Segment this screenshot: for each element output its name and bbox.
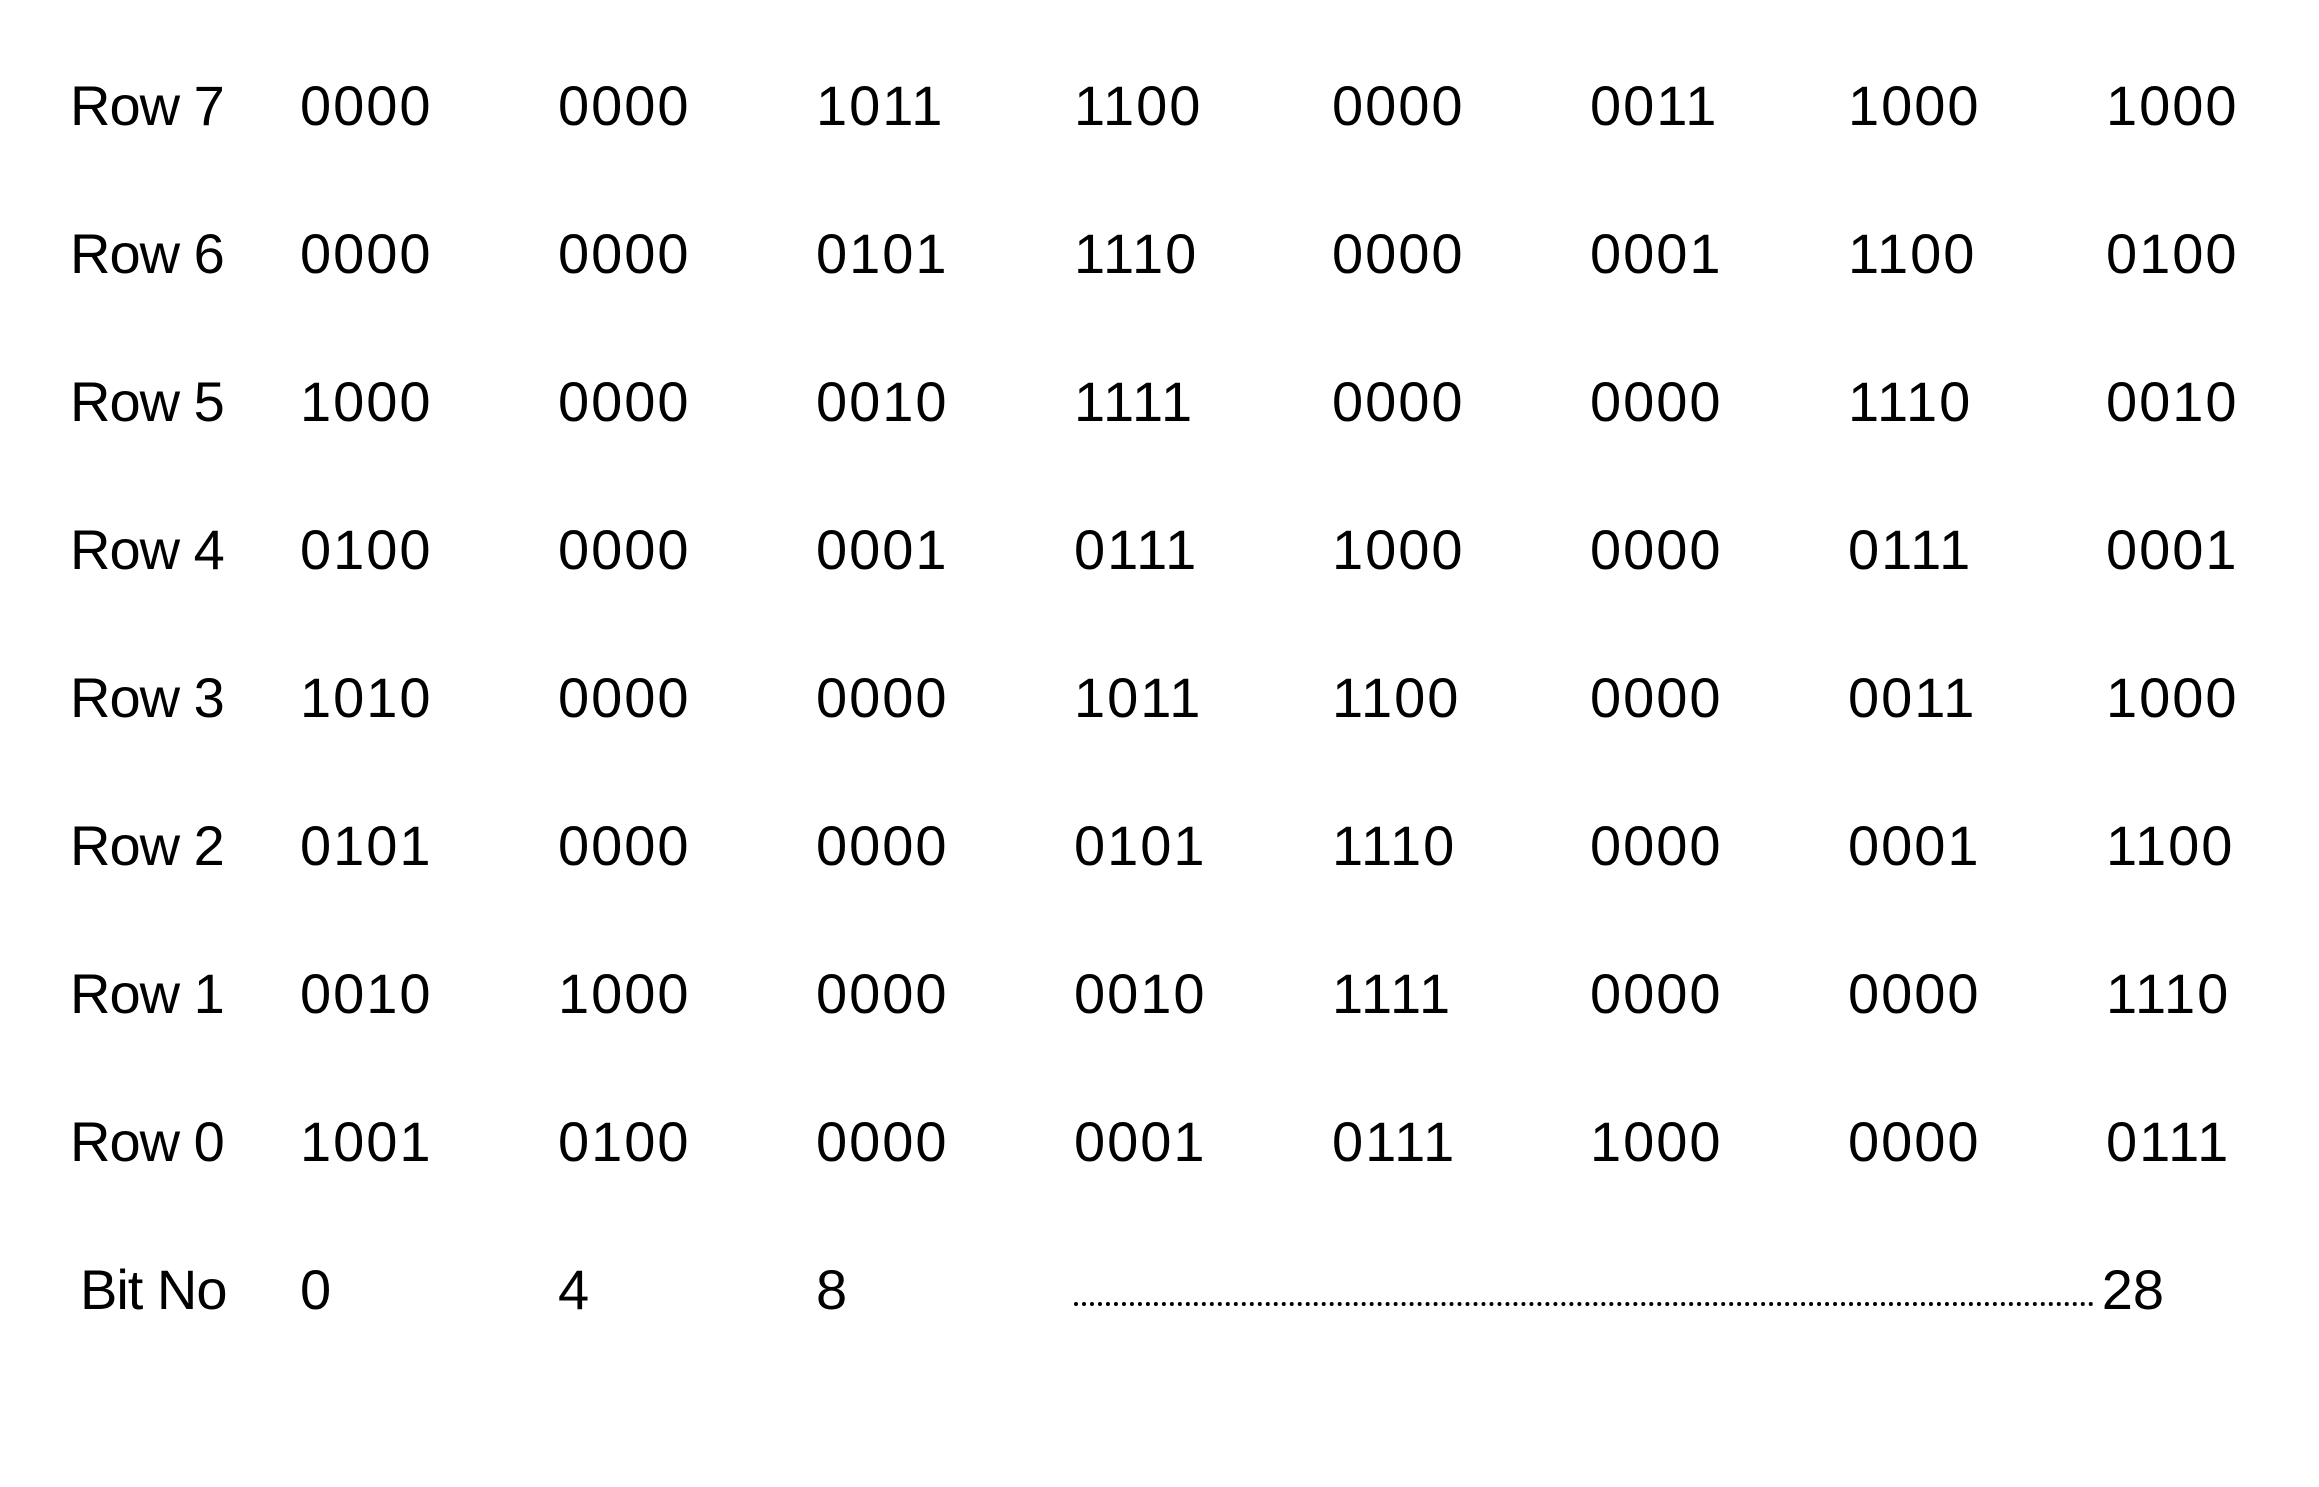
table-cell: 1100	[1332, 670, 1590, 818]
table-cell: 0001	[816, 522, 1074, 670]
bitno-value: 4	[558, 1262, 816, 1318]
bitno-value: 8	[816, 1262, 1074, 1318]
table-cell: 1100	[1074, 78, 1332, 226]
table-cell: 1110	[1848, 374, 2106, 522]
row-label: Row 7	[60, 78, 300, 226]
bitno-label: Bit No	[60, 1262, 300, 1318]
table-cell: 0111	[1074, 522, 1332, 670]
table-cell: 0000	[558, 818, 816, 966]
table-cell: 0000	[300, 78, 558, 226]
table-cell: 1010	[300, 670, 558, 818]
table-cell: 0000	[558, 522, 816, 670]
table-cell: 0000	[1590, 374, 1848, 522]
bitno-ellipsis: 28	[1074, 1262, 2319, 1318]
row-label: Row 3	[60, 670, 300, 818]
table-cell: 0000	[1848, 1114, 2106, 1262]
dots-line	[1074, 1302, 2094, 1306]
table-cell: 0000	[1590, 670, 1848, 818]
table-cell: 0011	[1848, 670, 2106, 818]
table-cell: 0010	[816, 374, 1074, 522]
table-cell: 0000	[1590, 966, 1848, 1114]
table-cell: 0000	[816, 818, 1074, 966]
table-cell: 0010	[2106, 374, 2319, 522]
row-label: Row 4	[60, 522, 300, 670]
table-cell: 0011	[1590, 78, 1848, 226]
table-cell: 0000	[1332, 374, 1590, 522]
table-cell: 0100	[2106, 226, 2319, 374]
table-cell: 0000	[816, 966, 1074, 1114]
table-cell: 0100	[300, 522, 558, 670]
table-cell: 0010	[300, 966, 558, 1114]
table-cell: 0001	[2106, 522, 2319, 670]
table-cell: 1001	[300, 1114, 558, 1262]
table-cell: 1011	[816, 78, 1074, 226]
table-cell: 0000	[1332, 78, 1590, 226]
table-cell: 0101	[300, 818, 558, 966]
table-cell: 1000	[300, 374, 558, 522]
table-cell: 0000	[558, 374, 816, 522]
row-label: Row 0	[60, 1114, 300, 1262]
table-cell: 1000	[1590, 1114, 1848, 1262]
table-cell: 0000	[1332, 226, 1590, 374]
table-cell: 1111	[1332, 966, 1590, 1114]
table-cell: 0101	[1074, 818, 1332, 966]
table-cell: 0000	[558, 670, 816, 818]
table-cell: 1000	[2106, 78, 2319, 226]
row-label: Row 2	[60, 818, 300, 966]
table-cell: 0010	[1074, 966, 1332, 1114]
table-cell: 0111	[2106, 1114, 2319, 1262]
table-cell: 0001	[1848, 818, 2106, 966]
table-cell: 0001	[1590, 226, 1848, 374]
table-cell: 1110	[1074, 226, 1332, 374]
table-cell: 1000	[1848, 78, 2106, 226]
table-cell: 0000	[558, 226, 816, 374]
table-cell: 0111	[1332, 1114, 1590, 1262]
binary-table: Row 7 0000 0000 1011 1100 0000 0011 1000…	[0, 0, 2319, 1262]
row-label: Row 1	[60, 966, 300, 1114]
row-label: Row 5	[60, 374, 300, 522]
bitno-value: 0	[300, 1262, 558, 1318]
table-cell: 0001	[1074, 1114, 1332, 1262]
table-cell: 1000	[2106, 670, 2319, 818]
table-cell: 1000	[1332, 522, 1590, 670]
table-cell: 0000	[300, 226, 558, 374]
table-cell: 1100	[2106, 818, 2319, 966]
table-cell: 1111	[1074, 374, 1332, 522]
table-cell: 0000	[1590, 522, 1848, 670]
table-cell: 0000	[1848, 966, 2106, 1114]
table-cell: 0111	[1848, 522, 2106, 670]
table-cell: 1000	[558, 966, 816, 1114]
table-cell: 0000	[1590, 818, 1848, 966]
table-cell: 0000	[816, 1114, 1074, 1262]
table-cell: 0000	[816, 670, 1074, 818]
table-cell: 1110	[2106, 966, 2319, 1114]
row-label: Row 6	[60, 226, 300, 374]
bitno-row: Bit No 0 4 8 28	[0, 1262, 2319, 1318]
bitno-end: 28	[2102, 1262, 2164, 1318]
table-cell: 1011	[1074, 670, 1332, 818]
table-cell: 1110	[1332, 818, 1590, 966]
table-cell: 0100	[558, 1114, 816, 1262]
table-cell: 0000	[558, 78, 816, 226]
table-cell: 0101	[816, 226, 1074, 374]
table-cell: 1100	[1848, 226, 2106, 374]
